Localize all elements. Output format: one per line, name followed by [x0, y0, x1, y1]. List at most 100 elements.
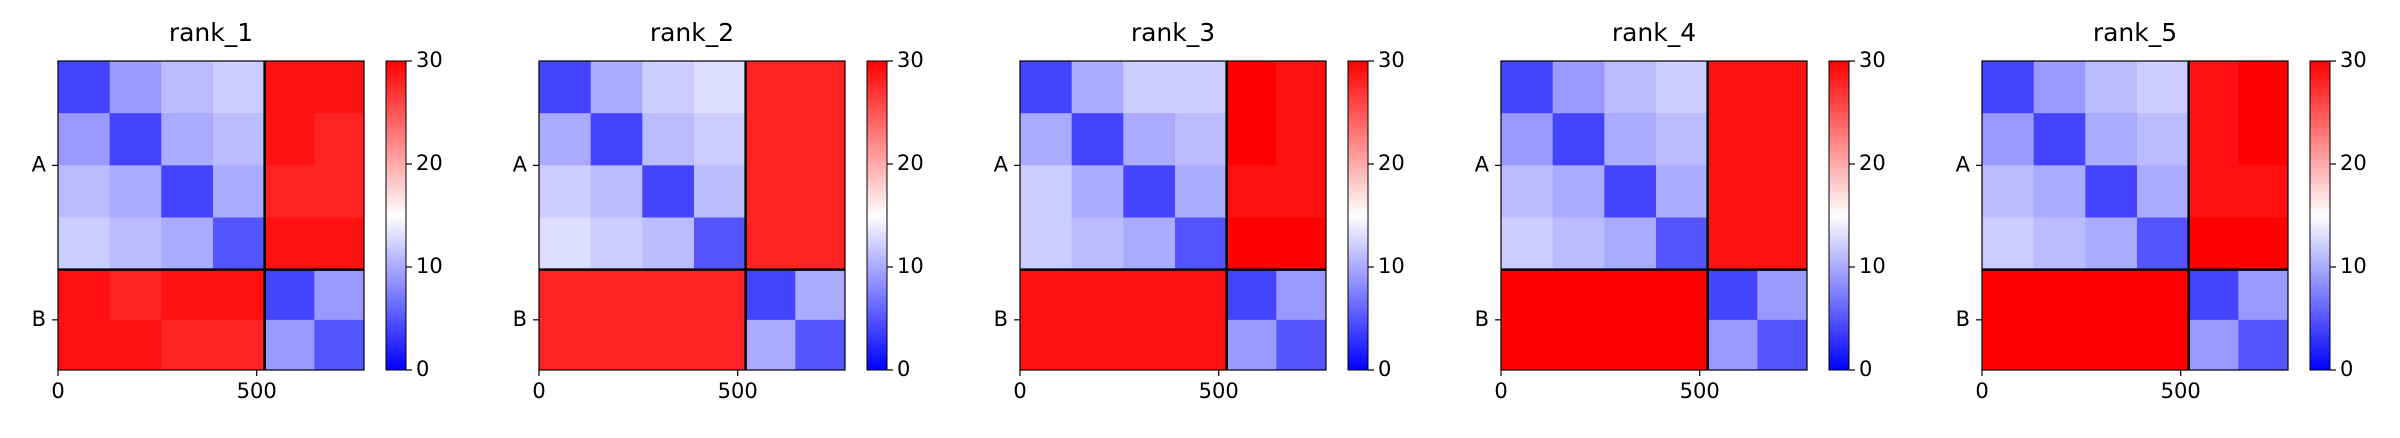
heatmap-cell [161, 217, 214, 271]
heatmap-cell [1501, 61, 1554, 114]
colorbar-tick-label: 30 [2340, 48, 2367, 72]
heatmap-cell [1707, 61, 1758, 114]
heatmap-cell [642, 269, 695, 321]
colorbar [2309, 60, 2331, 371]
plot-frame [1981, 60, 2289, 371]
heatmap-cell [795, 269, 846, 321]
heatmap-cell [1071, 113, 1124, 166]
y-tick-label: A [1475, 152, 1490, 176]
heatmap-cell [1174, 165, 1228, 219]
heatmap-cell [2238, 319, 2289, 371]
x-tick-label: 500 [1199, 379, 1239, 403]
heatmap-cell [1757, 319, 1808, 371]
x-tick-label: 500 [2161, 379, 2201, 403]
heatmap-cell [109, 217, 162, 271]
heatmap-cell [1501, 217, 1554, 271]
heatmap-cell [2136, 61, 2190, 114]
heatmap-cell [2085, 269, 2138, 321]
heatmap-cell [1604, 269, 1657, 321]
heatmap-cell [2188, 165, 2239, 219]
heatmap-cell [745, 319, 796, 371]
heatmap-cell [212, 165, 266, 219]
heatmap-cell [1174, 61, 1228, 114]
heatmap-cell [2085, 113, 2138, 166]
heatmap-cell [1276, 319, 1327, 371]
heatmap-cell [1276, 61, 1327, 114]
heatmap-cell [212, 61, 266, 114]
heatmap-cell [161, 113, 214, 166]
heatmap-cell [58, 269, 111, 321]
chart-title: rank_3 [1131, 18, 1215, 47]
colorbar [1347, 60, 1369, 371]
heatmap-cell [642, 113, 695, 166]
heatmap-cell [1707, 113, 1758, 166]
heatmap-cell [1123, 165, 1176, 219]
heatmap-cell [1174, 217, 1228, 271]
heatmap-cell [264, 165, 315, 219]
colorbar-tick-label: 20 [1378, 151, 1405, 175]
colorbar-tick-label: 0 [1378, 357, 1391, 381]
heatmap-cell [212, 319, 266, 371]
plot-frame [1019, 60, 1327, 371]
heatmap-cell [2033, 319, 2086, 371]
heatmap-cell [2033, 165, 2086, 219]
heatmap-cell [212, 269, 266, 321]
colorbar-tick-label: 0 [897, 357, 910, 381]
heatmap-cell [1604, 319, 1657, 371]
heatmap-cell [161, 165, 214, 219]
heatmap-cell [1276, 217, 1327, 271]
plot-frame [1500, 60, 1808, 371]
heatmap-cell [1123, 217, 1176, 271]
y-tick-label: B [1956, 307, 1970, 331]
heatmap-cell [2188, 217, 2239, 271]
heatmap-cell [2188, 61, 2239, 114]
heatmap-cell [264, 61, 315, 114]
heatmap-cell [1757, 165, 1808, 219]
heatmap-cell [1071, 319, 1124, 371]
heatmap-cell [161, 319, 214, 371]
colorbar-tick-label: 30 [1859, 48, 1886, 72]
heatmap-cell [314, 269, 365, 321]
heatmap-cell [1501, 165, 1554, 219]
heatmap-cell [1020, 269, 1073, 321]
heatmap-cell [212, 217, 266, 271]
chart-title: rank_4 [1612, 18, 1696, 47]
heatmap-cell [1174, 113, 1228, 166]
heatmap-cell [590, 61, 643, 114]
heatmap-cell [642, 319, 695, 371]
heatmap-cell [2188, 113, 2239, 166]
colorbar-tick-label: 20 [1859, 151, 1886, 175]
heatmap-cell [642, 165, 695, 219]
heatmap-cell [1982, 113, 2035, 166]
heatmap-cell [1757, 269, 1808, 321]
heatmap-cell [795, 165, 846, 219]
colorbar-tick-label: 0 [416, 357, 429, 381]
heatmap-cell [1276, 165, 1327, 219]
colorbar [866, 60, 888, 371]
heatmap-cell [590, 113, 643, 166]
heatmap-cell [109, 61, 162, 114]
y-tick-label: B [32, 307, 46, 331]
heatmap-cell [314, 319, 365, 371]
heatmap-cell [1020, 319, 1073, 371]
heatmap-cell [2033, 217, 2086, 271]
heatmap-cell [1604, 61, 1657, 114]
heatmap-cell [1655, 217, 1709, 271]
heatmap-cell [161, 61, 214, 114]
chart-title: rank_2 [650, 18, 734, 47]
heatmap-cell [58, 113, 111, 166]
plot-frame [57, 60, 365, 371]
colorbar-tick-label: 10 [416, 254, 443, 278]
heatmap-cell [109, 113, 162, 166]
heatmap-cell [1123, 61, 1176, 114]
heatmap-cell [314, 61, 365, 114]
heatmap-cell [1276, 269, 1327, 321]
heatmap-cell [1226, 165, 1277, 219]
colorbar-tick-label: 20 [2340, 151, 2367, 175]
heatmap-cell [1655, 61, 1709, 114]
heatmap-cell [745, 269, 796, 321]
heatmap-cell [693, 61, 747, 114]
heatmap-cell [1071, 269, 1124, 321]
heatmap-cell [1982, 61, 2035, 114]
heatmap-cell [109, 269, 162, 321]
